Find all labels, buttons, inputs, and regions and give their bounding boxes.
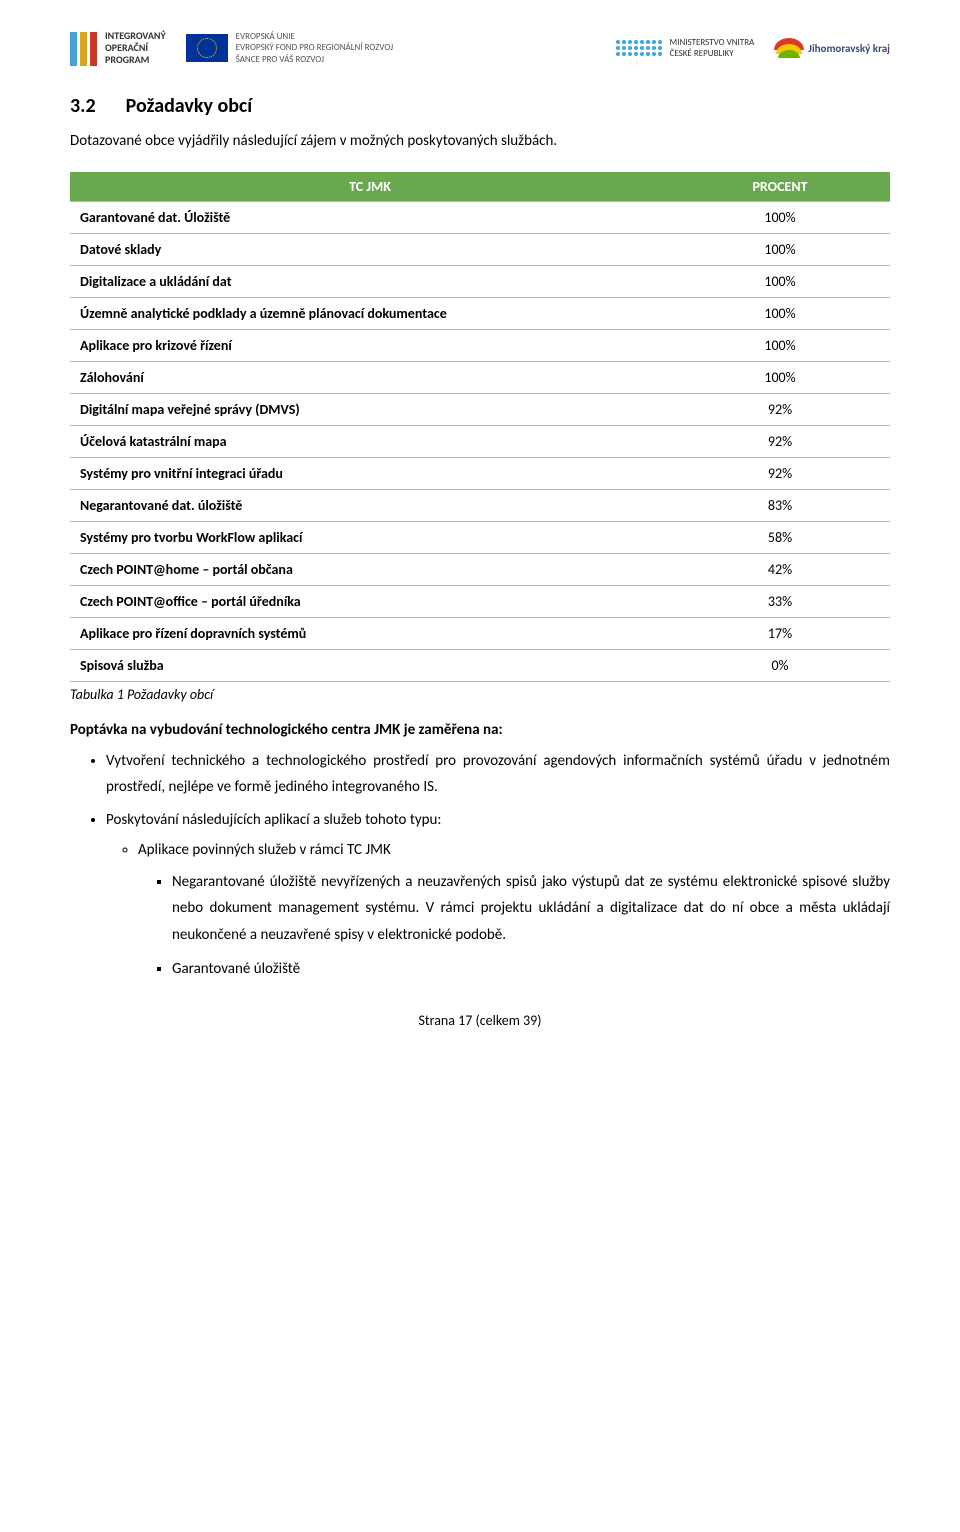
cell-label: Územně analytické podklady a územně plán… [70,298,670,330]
table-row: Spisová služba0% [70,650,890,682]
jmk-arcs-icon [774,38,804,58]
cell-label: Aplikace pro řízení dopravních systémů [70,618,670,650]
cell-label: Datové sklady [70,234,670,266]
table-row: Aplikace pro krizové řízení100% [70,330,890,362]
header-logos: INTEGROVANÝ OPERAČNÍ PROGRAM EVROPSKÁ UN… [70,30,890,76]
data-table: TC JMK PROCENT Garantované dat. Úložiště… [70,172,890,682]
iop-line3: PROGRAM [105,54,166,66]
table-row: Datové sklady100% [70,234,890,266]
cell-label: Účelová katastrální mapa [70,426,670,458]
cell-value: 100% [670,298,890,330]
table-row: Zálohování100% [70,362,890,394]
intro-text: Dotazované obce vyjádřily následující zá… [70,132,890,150]
bullet-1-text: Poskytování následujících aplikací a slu… [106,811,441,829]
page-footer: Strana 17 (celkem 39) [70,1012,890,1029]
logo-iop: INTEGROVANÝ OPERAČNÍ PROGRAM [70,30,166,66]
mvcr-line2: ČESKÉ REPUBLIKY [670,48,755,59]
table-row: Systémy pro tvorbu WorkFlow aplikací58% [70,522,890,554]
cell-label: Digitalizace a ukládání dat [70,266,670,298]
demand-title: Poptávka na vybudování technologického c… [70,721,890,739]
eu-line1: EVROPSKÁ UNIE [236,31,393,42]
logo-mvcr: MINISTERSTVO VNITRA ČESKÉ REPUBLIKY [616,37,755,60]
cell-value: 100% [670,266,890,298]
table-row: Czech POINT@home – portál občana42% [70,554,890,586]
table-row: Digitální mapa veřejné správy (DMVS)92% [70,394,890,426]
cell-label: Systémy pro tvorbu WorkFlow aplikací [70,522,670,554]
th-1: PROCENT [670,172,890,202]
circle-0-text: Aplikace povinných služeb v rámci TC JMK [138,841,391,859]
cell-value: 17% [670,618,890,650]
cell-value: 100% [670,330,890,362]
section-num: 3.2 [70,94,96,118]
table-row: Digitalizace a ukládání dat100% [70,266,890,298]
cell-value: 100% [670,362,890,394]
cell-value: 42% [670,554,890,586]
table-caption: Tabulka 1 Požadavky obcí [70,686,890,703]
cell-label: Zálohování [70,362,670,394]
cell-value: 92% [670,394,890,426]
cell-value: 100% [670,202,890,234]
cell-label: Negarantované dat. úložiště [70,490,670,522]
cell-value: 58% [670,522,890,554]
cell-value: 33% [670,586,890,618]
square-1: Garantované úložiště [172,956,890,982]
mvcr-line1: MINISTERSTVO VNITRA [670,37,755,48]
bullet-0: Vytvoření technického a technologického … [106,749,890,800]
jmk-text: Jihomoravský kraj [808,42,890,55]
table-row: Systémy pro vnitřní integraci úřadu92% [70,458,890,490]
table-row: Územně analytické podklady a územně plán… [70,298,890,330]
eu-line3: ŠANCE PRO VÁŠ ROZVOJ [236,54,393,65]
cell-label: Spisová služba [70,650,670,682]
cell-value: 92% [670,458,890,490]
table-row: Aplikace pro řízení dopravních systémů17… [70,618,890,650]
table-row: Negarantované dat. úložiště83% [70,490,890,522]
logo-jmk: Jihomoravský kraj [774,38,890,58]
bullet-1: Poskytování následujících aplikací a slu… [106,808,890,982]
eu-flag-icon [186,34,228,62]
square-0: Negarantované úložiště nevyřízených a ne… [172,869,890,948]
cell-label: Digitální mapa veřejné správy (DMVS) [70,394,670,426]
section-heading: 3.2 Požadavky obcí [70,94,890,118]
logo-eu: EVROPSKÁ UNIE EVROPSKÝ FOND PRO REGIONÁL… [186,31,393,65]
th-0: TC JMK [70,172,670,202]
section-title: Požadavky obcí [126,94,253,118]
table-row: Czech POINT@office – portál úředníka33% [70,586,890,618]
table-row: Garantované dat. Úložiště100% [70,202,890,234]
cell-value: 0% [670,650,890,682]
bullet-list: Vytvoření technického a technologického … [70,749,890,982]
cell-label: Czech POINT@office – portál úředníka [70,586,670,618]
eu-line2: EVROPSKÝ FOND PRO REGIONÁLNÍ ROZVOJ [236,42,393,53]
iop-bars-icon [70,30,97,66]
cell-value: 83% [670,490,890,522]
cell-label: Czech POINT@home – portál občana [70,554,670,586]
cell-label: Aplikace pro krizové řízení [70,330,670,362]
cell-value: 92% [670,426,890,458]
dots-icon [616,40,662,56]
cell-value: 100% [670,234,890,266]
circle-0: Aplikace povinných služeb v rámci TC JMK… [138,838,890,983]
cell-label: Systémy pro vnitřní integraci úřadu [70,458,670,490]
cell-label: Garantované dat. Úložiště [70,202,670,234]
table-row: Účelová katastrální mapa92% [70,426,890,458]
